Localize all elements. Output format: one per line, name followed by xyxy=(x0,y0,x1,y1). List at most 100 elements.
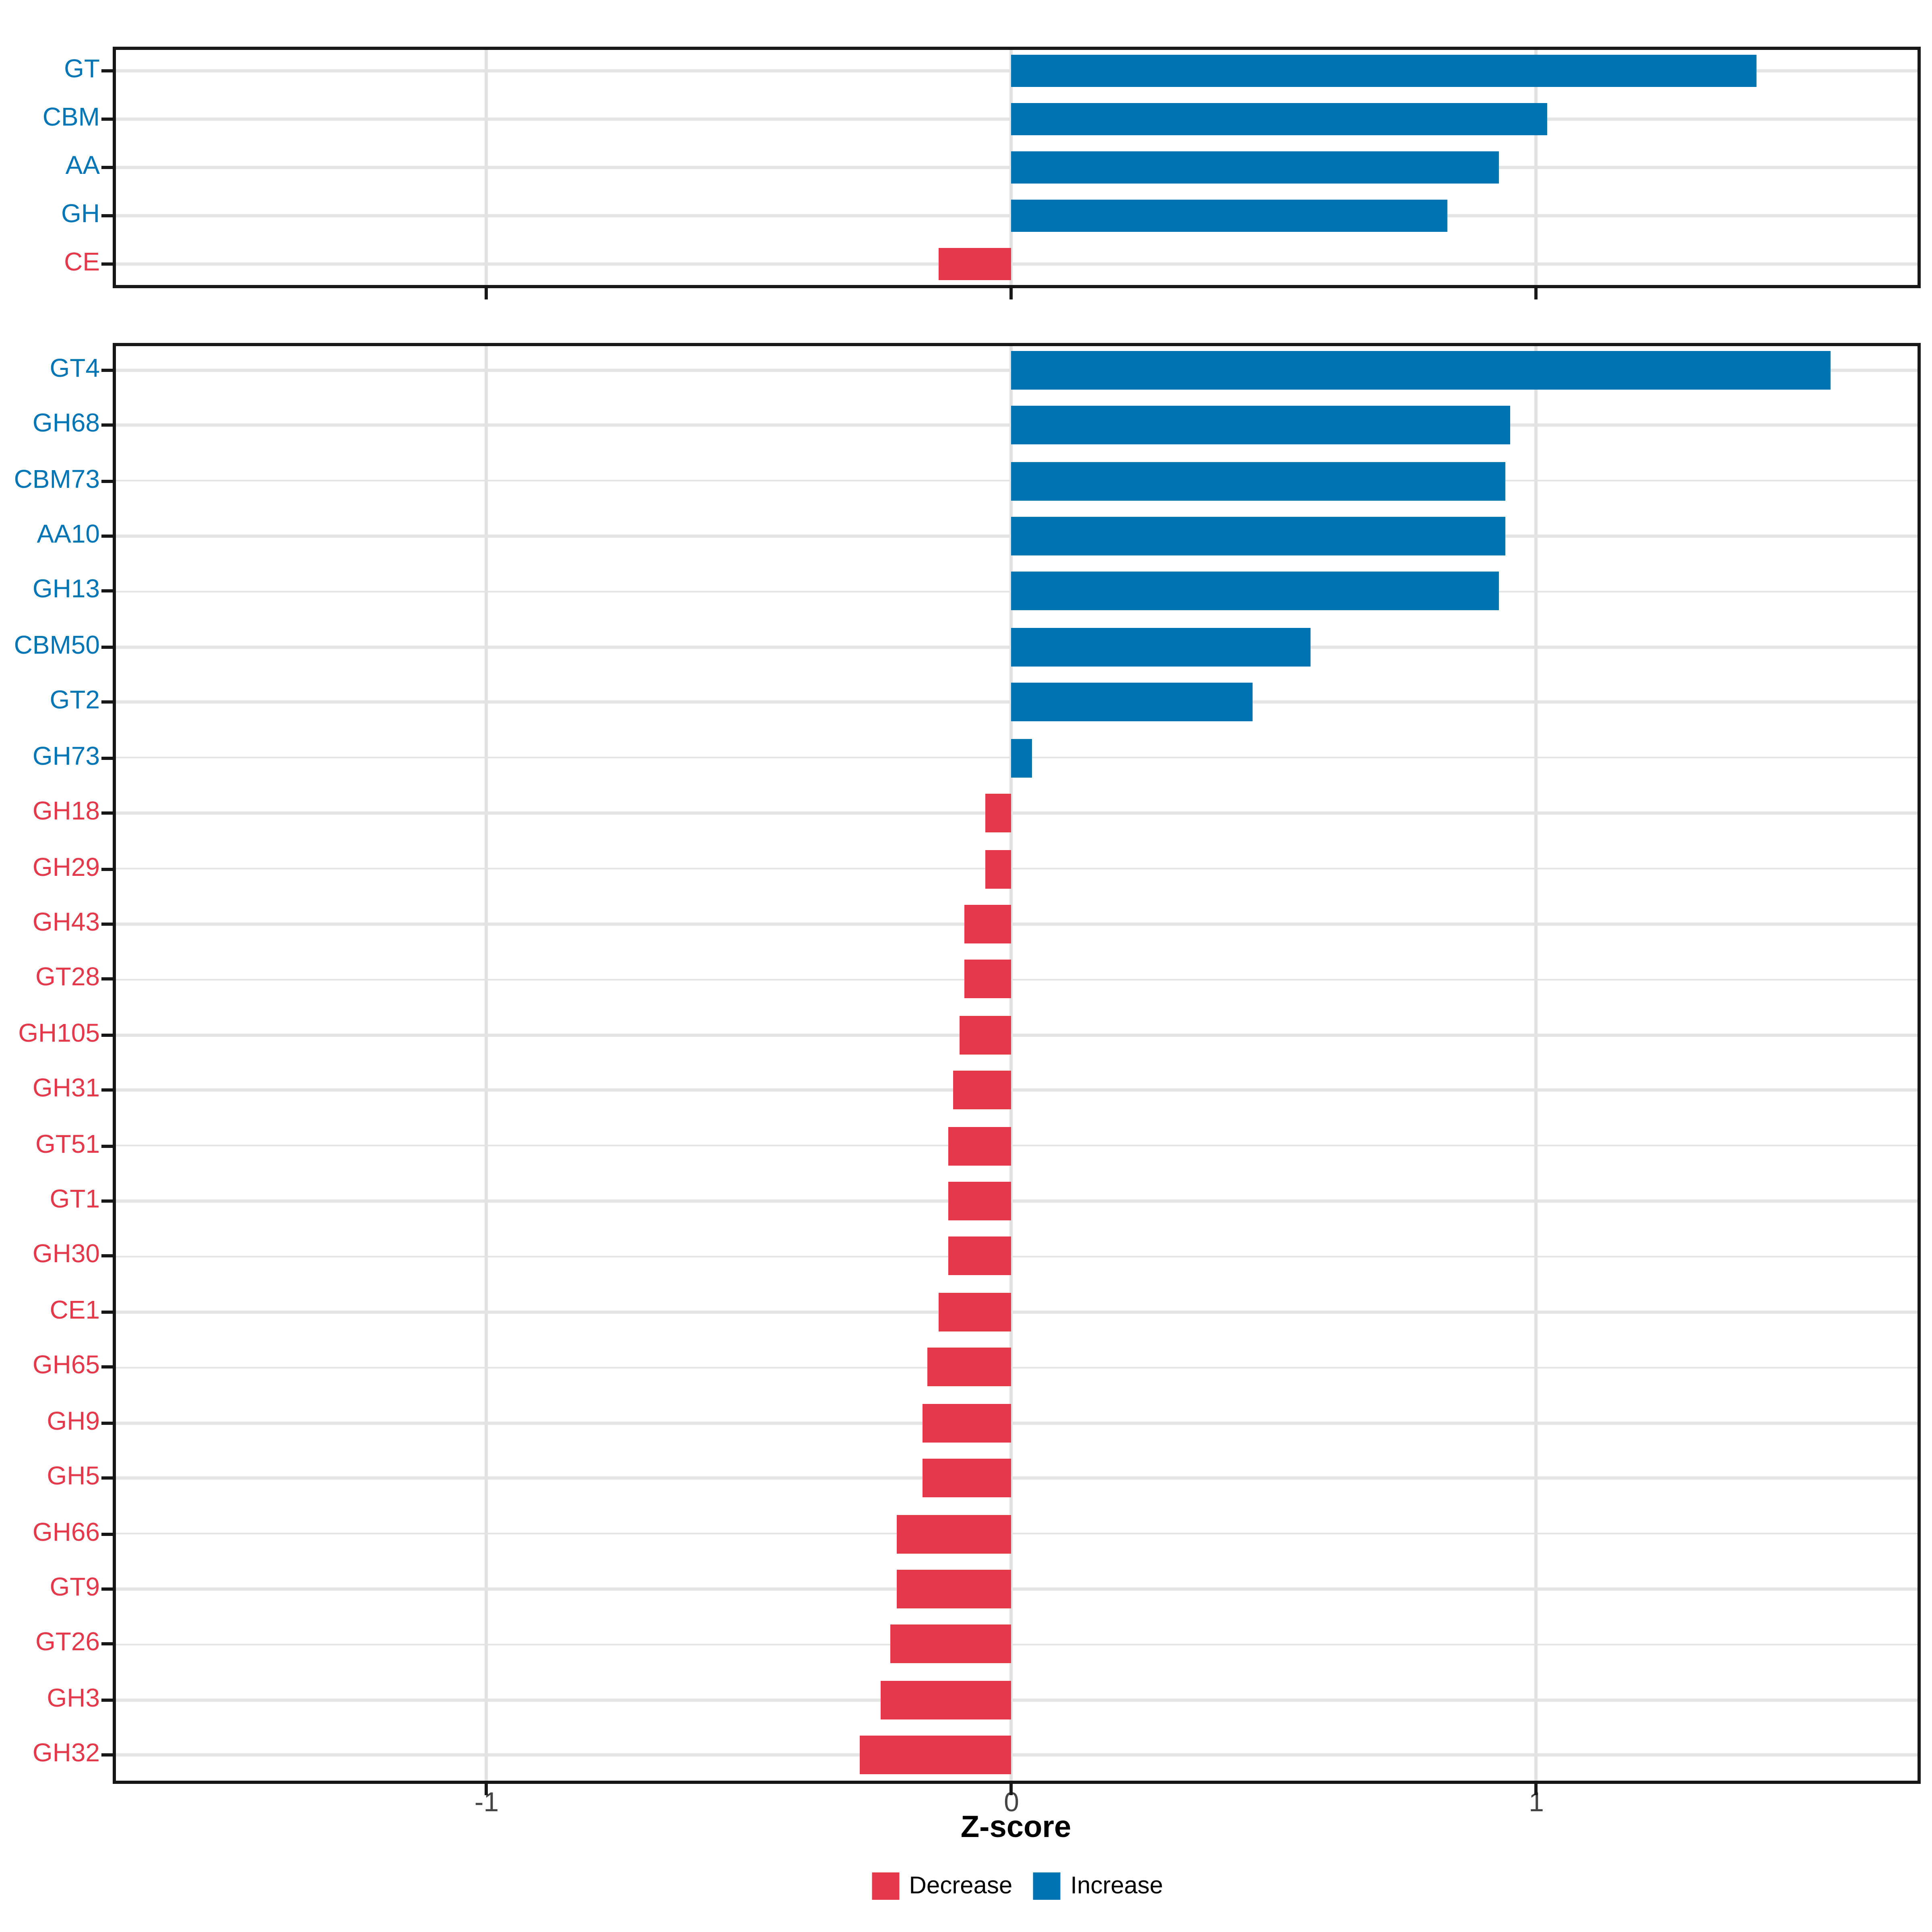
gridline-row xyxy=(113,1699,1920,1701)
bar-CBM xyxy=(1011,103,1547,135)
bar-CBM73 xyxy=(1011,461,1505,500)
bar-GH18 xyxy=(985,794,1011,833)
gridline-row xyxy=(113,262,1920,265)
y-axis-label-GH: GH xyxy=(61,201,100,228)
bar-GT2 xyxy=(1011,683,1253,722)
y-tick-GH3 xyxy=(101,1698,113,1702)
y-axis-label-GH32: GH32 xyxy=(32,1741,100,1769)
y-tick-GH30 xyxy=(101,1255,113,1258)
legend-label-decrease: Decrease xyxy=(909,1872,1013,1900)
bar-GH31 xyxy=(954,1071,1011,1110)
bar-AA xyxy=(1011,151,1500,183)
bar-GT28 xyxy=(964,960,1011,999)
bar-GH xyxy=(1011,199,1447,231)
gridline-row xyxy=(113,923,1920,925)
y-axis-label-GH43: GH43 xyxy=(32,909,100,937)
y-axis-label-GH105: GH105 xyxy=(18,1020,100,1048)
y-axis-label-GT26: GT26 xyxy=(35,1630,100,1657)
y-tick-GH66 xyxy=(101,1532,113,1536)
bar-GH29 xyxy=(985,849,1011,888)
y-axis-label-GH31: GH31 xyxy=(32,1075,100,1103)
bar-CE1 xyxy=(938,1292,1011,1331)
bar-GH30 xyxy=(948,1237,1011,1276)
y-tick-GH xyxy=(101,214,113,217)
legend: Decrease Increase xyxy=(872,1872,1163,1900)
bar-GH73 xyxy=(1011,738,1033,777)
bar-GH32 xyxy=(859,1736,1011,1775)
y-axis-label-GH5: GH5 xyxy=(47,1463,100,1491)
y-tick-GH5 xyxy=(101,1476,113,1480)
y-axis-label-GH65: GH65 xyxy=(32,1353,100,1381)
bar-GH65 xyxy=(927,1348,1011,1387)
x-tick-cazyme-classes-1 xyxy=(1535,288,1538,299)
gridline-x-1 xyxy=(1535,342,1538,1783)
panel-background-cazyme-families xyxy=(113,342,1920,1783)
x-tick-cazyme-classes-0 xyxy=(1010,288,1013,299)
gridline-row xyxy=(113,1144,1920,1147)
gridline-row xyxy=(113,1587,1920,1591)
y-axis-label-GH3: GH3 xyxy=(47,1685,100,1713)
y-axis-label-GT1: GT1 xyxy=(50,1187,100,1214)
bar-GH13 xyxy=(1011,572,1500,611)
y-axis-label-CBM50: CBM50 xyxy=(14,632,100,660)
y-tick-GH31 xyxy=(101,1088,113,1092)
bar-GH43 xyxy=(964,904,1011,943)
y-axis-label-GH13: GH13 xyxy=(32,577,100,605)
y-tick-GH73 xyxy=(101,756,113,760)
y-tick-GH43 xyxy=(101,922,113,926)
y-axis-label-GH29: GH29 xyxy=(32,854,100,882)
gridline-row xyxy=(113,1311,1920,1313)
bar-GH68 xyxy=(1011,406,1510,445)
gridline-x-0 xyxy=(1010,342,1013,1783)
x-tick-cazyme-families--1 xyxy=(485,1783,488,1794)
y-tick-GH32 xyxy=(101,1754,113,1757)
bar-GT26 xyxy=(891,1625,1011,1664)
legend-label-increase: Increase xyxy=(1070,1872,1163,1900)
y-axis-label-GT: GT xyxy=(64,56,100,83)
legend-item-increase: Increase xyxy=(1033,1872,1163,1900)
decrease-swatch-icon xyxy=(872,1872,900,1900)
x-tick-cazyme-classes--1 xyxy=(485,288,488,299)
gridline-row xyxy=(113,1089,1920,1092)
y-tick-GH65 xyxy=(101,1366,113,1369)
bar-CBM50 xyxy=(1011,627,1311,667)
y-axis-label-GT9: GT9 xyxy=(50,1575,100,1602)
gridline-row xyxy=(113,1477,1920,1480)
bar-GH66 xyxy=(896,1514,1011,1553)
y-tick-GT26 xyxy=(101,1643,113,1646)
y-tick-GH29 xyxy=(101,867,113,871)
y-tick-GT9 xyxy=(101,1587,113,1591)
y-tick-GT4 xyxy=(101,368,113,372)
y-tick-CBM xyxy=(101,117,113,120)
y-axis-label-GH18: GH18 xyxy=(32,799,100,826)
gridline-row xyxy=(113,1255,1920,1258)
y-tick-GT28 xyxy=(101,978,113,981)
bar-GH5 xyxy=(922,1459,1011,1498)
gridline-x--1 xyxy=(485,342,488,1783)
y-axis-label-GH30: GH30 xyxy=(32,1242,100,1269)
y-axis-label-CBM73: CBM73 xyxy=(14,466,100,494)
gridline-row xyxy=(113,1754,1920,1757)
bar-CE xyxy=(938,248,1011,280)
gridline-row xyxy=(113,1033,1920,1036)
bar-GT51 xyxy=(948,1126,1011,1165)
increase-swatch-icon xyxy=(1033,1872,1061,1900)
y-tick-GT1 xyxy=(101,1199,113,1203)
x-tick-cazyme-families-1 xyxy=(1535,1783,1538,1794)
x-axis-title: Z-score xyxy=(960,1811,1071,1845)
legend-item-decrease: Decrease xyxy=(872,1872,1013,1900)
bar-GH3 xyxy=(880,1680,1011,1719)
y-tick-GH18 xyxy=(101,811,113,815)
y-tick-GH105 xyxy=(101,1033,113,1037)
gridline-row xyxy=(113,812,1920,815)
bar-GT xyxy=(1011,54,1757,87)
gridline-row xyxy=(113,1532,1920,1535)
y-axis-label-GT28: GT28 xyxy=(35,965,100,993)
y-tick-GH13 xyxy=(101,590,113,593)
y-axis-label-GH73: GH73 xyxy=(32,743,100,771)
y-tick-AA10 xyxy=(101,534,113,538)
y-axis-label-CE1: CE1 xyxy=(50,1297,100,1325)
y-tick-GT51 xyxy=(101,1144,113,1148)
